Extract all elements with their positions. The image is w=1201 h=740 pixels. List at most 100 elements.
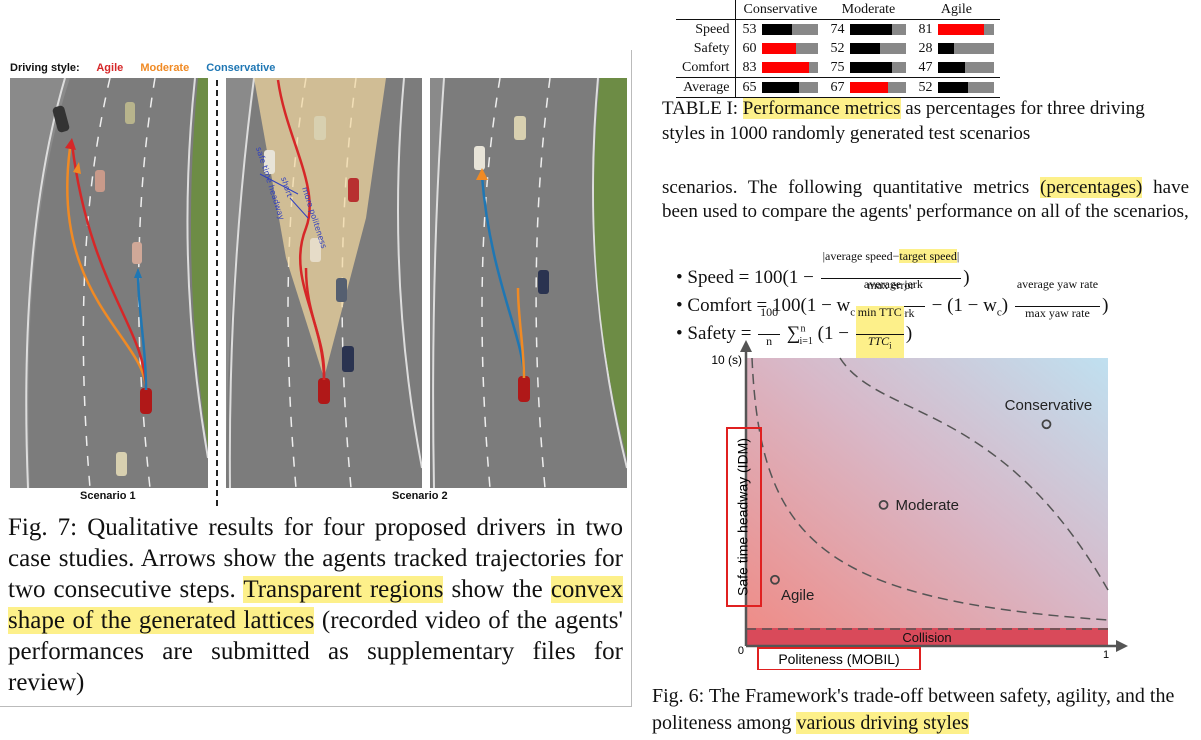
legend-label: Driving style: [10,62,80,74]
value-bar-fill [938,81,968,93]
cell-value: 81 [918,21,933,37]
point-agile [770,574,780,585]
ylabel-highlight-box [726,427,762,607]
y-tick-top: 10 (s) [711,353,742,367]
row-label: Comfort [682,59,730,75]
value-bar [938,23,995,35]
speed-formula: • Speed = 100(1 − |average speed−target … [676,249,970,292]
table-cell: 47 [912,58,1000,78]
x-axis-label: Politeness (MOBIL) [778,651,899,667]
driving-style-legend: Driving style: Agile Moderate Conservati… [10,62,289,74]
legend-agile: Agile [96,62,124,74]
value-bar-fill [938,23,984,35]
value-bar-fill [850,23,892,35]
metric-formulas: • Speed = 100(1 − |average speed−target … [676,249,1196,363]
value-bar [938,42,995,54]
table-cell: 60 [735,39,825,58]
x-tick-end: 1 [1103,649,1109,661]
cell-value: 52 [918,79,933,95]
row-label: Safety [693,40,730,56]
value-bar-fill [762,61,809,73]
safety-formula: • Safety = 100 n ∑ni=1 (1 − min TTC TTCi) [676,306,1196,363]
table-row: Average 65 67 52 [676,77,1001,98]
scenario2-image-a: safe time headway short more politeness [226,78,422,488]
boundary-moderate [839,357,1109,591]
scenario2-label: Scenario 2 [392,490,448,502]
cell-value: 28 [918,40,933,56]
value-bar-fill [938,42,955,54]
y-axis-arrow [740,340,752,352]
value-bar [762,23,819,35]
point-moderate [878,499,889,510]
table-row: Comfort 83 75 47 [676,58,1000,78]
point-label-agile: Agile [781,587,814,604]
cell-value: 67 [830,79,845,95]
table-row: Speed 53 74 81 [676,19,1000,40]
point-label-moderate: Moderate [896,497,959,514]
scenario-divider [216,80,218,506]
value-bar [850,23,907,35]
point-conservative [1041,419,1052,430]
value-bar-fill [762,23,793,35]
body-highlight: (percentages) [1040,177,1143,198]
table-caption-highlight: Performance metrics [742,98,901,119]
value-bar [762,61,819,73]
table-header: Conservative [735,0,825,20]
scenario1-label: Scenario 1 [80,490,136,502]
point-label-conservative: Conservative [1005,397,1093,414]
table-cell: 83 [735,58,825,78]
table-cell: 53 [735,19,825,39]
table-cell: 52 [912,78,1000,98]
cell-value: 74 [830,21,845,37]
value-bar [850,81,907,93]
x-axis-arrow [1116,640,1128,652]
scenario1-image [10,78,208,488]
tradeoff-chart: Collision 10 (s) 0 1 Safe time headway (… [700,340,1140,671]
chart-plot-area [746,358,1108,646]
value-bar [850,61,907,73]
table-cell: 52 [824,39,912,58]
value-bar-fill [850,81,888,93]
boundary-agile [751,357,1109,621]
caption6-highlight: various driving styles [796,712,969,734]
value-bar-fill [762,42,797,54]
value-bar [938,81,995,93]
table-cell: 28 [912,39,1000,58]
table-row: Safety 60 52 28 [676,39,1000,58]
table-header: Agile [940,1,972,17]
table-caption: TABLE I: Performance metrics as percenta… [662,98,1145,144]
cell-value: 53 [742,21,757,37]
value-bar [762,42,819,54]
cell-value: 65 [742,79,757,95]
table-cell: 81 [912,20,1000,40]
performance-table: Conservative Moderate Agile Speed 53 74 81 S… [676,0,1001,98]
value-bar-fill [850,61,893,73]
comfort-formula: • Comfort = 100(1 − wc average jerkmax j… [676,277,1109,320]
caption7-highlight-1: Transparent regions [243,576,444,603]
value-bar [762,81,819,93]
figure7-caption: Fig. 7: Qualitative results for four pro… [8,514,624,696]
collision-label: Collision [902,630,951,645]
table-cell: 74 [824,20,912,40]
legend-moderate: Moderate [140,62,190,74]
value-bar-fill [762,81,799,93]
figure6-caption: Fig. 6: The Framework's trade-off betwee… [652,685,1175,734]
scenario2-image-b [430,78,627,488]
x-origin: 0 [738,645,744,657]
collision-region [746,628,1108,646]
y-axis-label: Safe time headway (IDM) [735,438,751,596]
value-bar-fill [938,61,965,73]
table-cell: 67 [824,78,912,98]
table-header: Moderate [841,1,896,17]
row-label: Average [683,79,730,95]
cell-value: 47 [918,59,933,75]
value-bar [850,42,907,54]
table-cell: 75 [824,58,912,78]
table-cell: 65 [735,77,825,98]
cell-value: 83 [742,59,757,75]
cell-value: 52 [830,40,845,56]
legend-conservative: Conservative [206,62,276,74]
cell-value: 75 [830,59,845,75]
figure7-frame [0,50,632,707]
value-bar-fill [850,42,880,54]
